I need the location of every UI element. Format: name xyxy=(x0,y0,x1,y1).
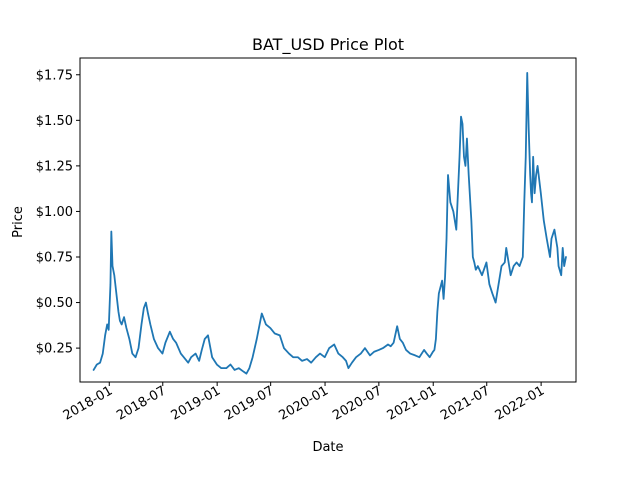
x-tick-label: 2018-01 xyxy=(61,383,116,423)
chart-title: BAT_USD Price Plot xyxy=(252,35,404,55)
y-tick-label: $1.25 xyxy=(36,159,73,174)
y-axis-ticks: $0.25 $0.50 $0.75 $1.00 $1.25 $1.50 $1.75 xyxy=(36,68,80,357)
y-tick-label: $0.50 xyxy=(36,296,73,311)
y-tick-label: $1.50 xyxy=(36,114,73,129)
x-tick-label: 2019-07 xyxy=(222,383,277,423)
x-tick-label: 2021-07 xyxy=(438,383,493,423)
x-tick-label: 2018-07 xyxy=(114,383,169,423)
y-tick-label: $0.25 xyxy=(36,342,73,357)
x-tick-label: 2022-01 xyxy=(493,383,548,423)
x-tick-label: 2020-07 xyxy=(330,383,385,423)
price-line xyxy=(92,72,567,375)
y-tick-label: $0.75 xyxy=(36,250,73,265)
plot-area xyxy=(79,57,577,383)
axes-frame xyxy=(79,57,577,383)
x-tick-label: 2019-01 xyxy=(169,383,224,423)
x-axis-label: Date xyxy=(312,440,343,455)
y-tick-label: $1.00 xyxy=(36,205,73,220)
y-tick-label: $1.75 xyxy=(36,68,73,83)
y-axis-label: Price xyxy=(11,206,26,238)
x-tick-label: 2020-01 xyxy=(276,383,331,423)
x-tick-label: 2021-01 xyxy=(385,383,440,423)
